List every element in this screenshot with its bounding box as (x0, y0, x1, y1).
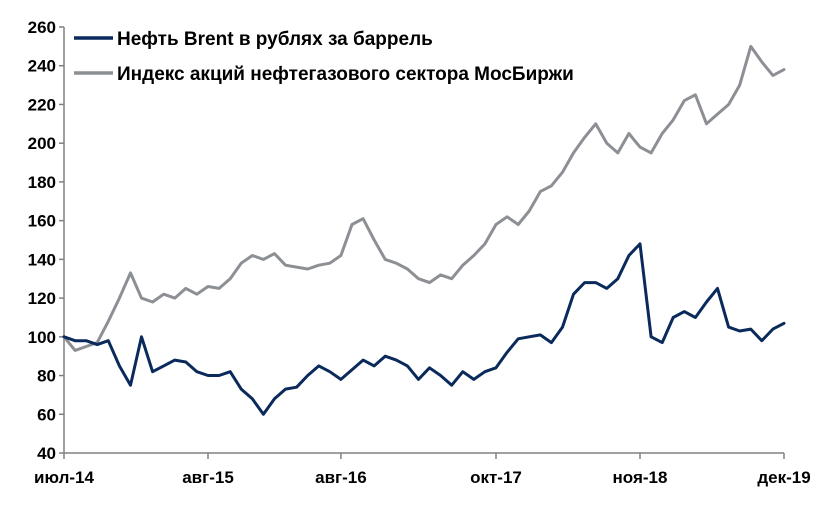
x-tick-label: июл-14 (34, 468, 94, 487)
y-tick-label: 140 (28, 250, 56, 269)
series-line-index (62, 44, 786, 352)
x-tick-label: окт-17 (470, 468, 522, 487)
y-tick-label: 240 (28, 57, 56, 76)
x-tick-label: ноя-18 (613, 468, 668, 487)
series-layer (62, 44, 786, 416)
x-tick-label: дек-19 (757, 468, 810, 487)
x-tick-label: авг-16 (315, 468, 367, 487)
series-line-brent (62, 242, 786, 416)
y-tick-label: 40 (37, 444, 56, 463)
y-tick-label: 60 (37, 405, 56, 424)
y-tick-label: 120 (28, 289, 56, 308)
x-tick-label: авг-15 (182, 468, 234, 487)
y-tick-label: 220 (28, 95, 56, 114)
y-tick-label: 160 (28, 212, 56, 231)
legend-label-brent: Нефть Brent в рублях за баррель (117, 29, 433, 50)
y-tick-label: 260 (28, 18, 56, 37)
legend-label-index: Индекс акций нефтегазового сектора МосБи… (117, 64, 574, 85)
y-axis: 40 60 80 100 120 140 160 180 200 220 240 260 (28, 18, 65, 463)
legend-item-brent: Нефть Brent в рублях за баррель (74, 29, 433, 50)
legend: Нефть Brent в рублях за баррель Индекс а… (74, 29, 574, 85)
y-tick-label: 200 (28, 134, 56, 153)
legend-item-index: Индекс акций нефтегазового сектора МосБи… (74, 64, 574, 85)
y-tick-label: 180 (28, 173, 56, 192)
x-axis: июл-14 авг-15 авг-16 окт-17 ноя-18 дек-19 (34, 452, 811, 487)
y-tick-label: 80 (37, 367, 56, 386)
y-tick-label: 100 (28, 328, 56, 347)
